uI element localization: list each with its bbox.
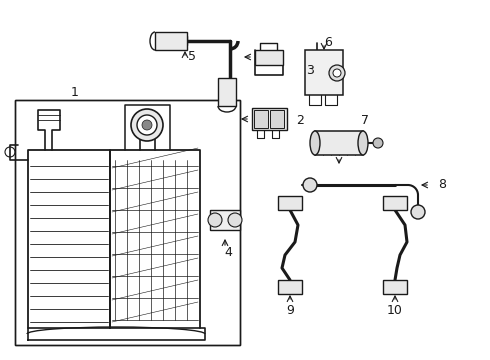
Text: 5: 5 [188, 50, 196, 63]
Bar [210, 210, 240, 230]
Bar [315, 131, 363, 155]
Bar [278, 196, 302, 210]
Bar [383, 196, 407, 210]
Circle shape [131, 109, 163, 141]
Text: 3: 3 [306, 63, 314, 77]
Bar [252, 108, 287, 130]
Text: 8: 8 [438, 177, 446, 190]
Text: 2: 2 [296, 113, 304, 126]
Bar [270, 110, 284, 128]
Bar [155, 32, 187, 50]
Bar [218, 78, 236, 106]
Circle shape [303, 178, 317, 192]
Circle shape [137, 115, 157, 135]
Bar [278, 280, 302, 294]
Bar [255, 50, 283, 65]
Text: 1: 1 [71, 86, 79, 99]
Circle shape [411, 205, 425, 219]
Text: 7: 7 [361, 113, 369, 126]
Bar [15, 100, 240, 345]
Text: 10: 10 [387, 303, 403, 316]
Bar [15, 100, 240, 345]
Bar [383, 280, 407, 294]
Text: 9: 9 [286, 303, 294, 316]
Circle shape [333, 69, 341, 77]
Ellipse shape [358, 131, 368, 155]
Circle shape [142, 120, 152, 130]
Text: 6: 6 [324, 36, 332, 49]
Circle shape [329, 65, 345, 81]
Bar [254, 110, 268, 128]
Circle shape [373, 138, 383, 148]
Circle shape [228, 213, 242, 227]
Circle shape [208, 213, 222, 227]
Text: 4: 4 [224, 246, 232, 258]
Ellipse shape [310, 131, 320, 155]
Bar [305, 50, 343, 95]
